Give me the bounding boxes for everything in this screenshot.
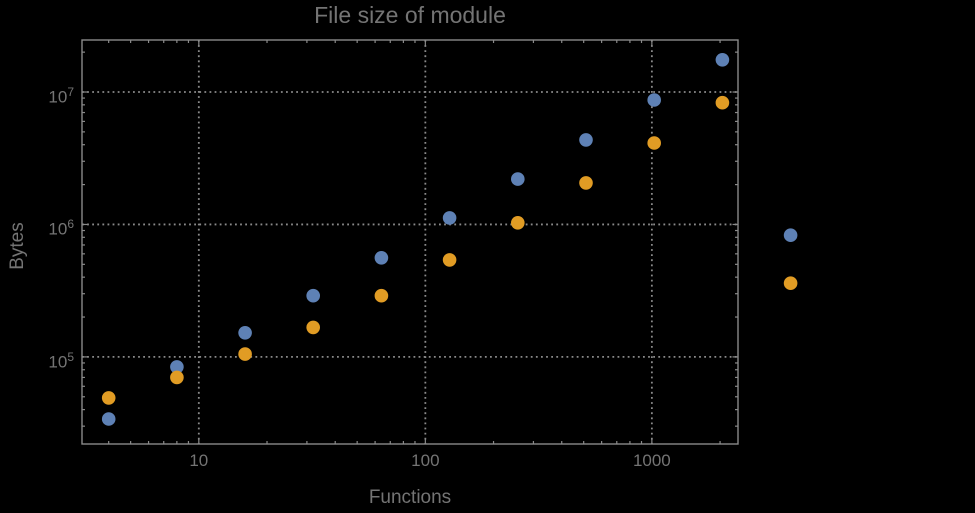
data-point-series-1-blue — [579, 133, 593, 147]
data-point-series-2-orange — [238, 347, 252, 361]
x-tick-label: 100 — [411, 451, 440, 470]
data-point-series-2-orange — [101, 391, 116, 405]
data-point-series-1-blue — [647, 93, 661, 107]
data-point-series-1-blue — [101, 412, 116, 426]
data-point-series-2-orange — [170, 370, 184, 385]
x-tick-label: 1000 — [632, 451, 671, 470]
chart-title: File size of module — [314, 2, 506, 28]
data-point-series-1-blue — [238, 326, 252, 340]
x-tick-label: 10 — [189, 451, 209, 470]
data-point-series-2-orange — [715, 95, 730, 110]
data-point-series-1-blue — [783, 228, 798, 242]
plot-frame — [81, 39, 739, 445]
y-tick-label: 105 — [48, 349, 74, 372]
data-point-series-2-orange — [442, 253, 457, 267]
y-tick-label: 106 — [48, 217, 74, 240]
x-axis-label: Functions — [368, 487, 452, 508]
data-point-series-1-blue — [511, 172, 525, 186]
data-point-series-2-orange — [306, 320, 321, 335]
data-point-series-2-orange — [374, 288, 389, 303]
data-point-series-2-orange — [783, 276, 798, 291]
data-point-series-2-orange — [511, 216, 525, 230]
data-point-series-2-orange — [647, 136, 661, 150]
data-point-series-1-blue — [715, 53, 730, 67]
data-point-series-1-blue — [170, 360, 184, 374]
y-tick-label: 107 — [48, 85, 74, 107]
data-point-series-1-blue — [374, 250, 389, 265]
data-point-series-1-blue — [442, 211, 457, 225]
data-point-series-2-orange — [579, 176, 593, 190]
data-point-series-1-blue — [306, 288, 321, 303]
